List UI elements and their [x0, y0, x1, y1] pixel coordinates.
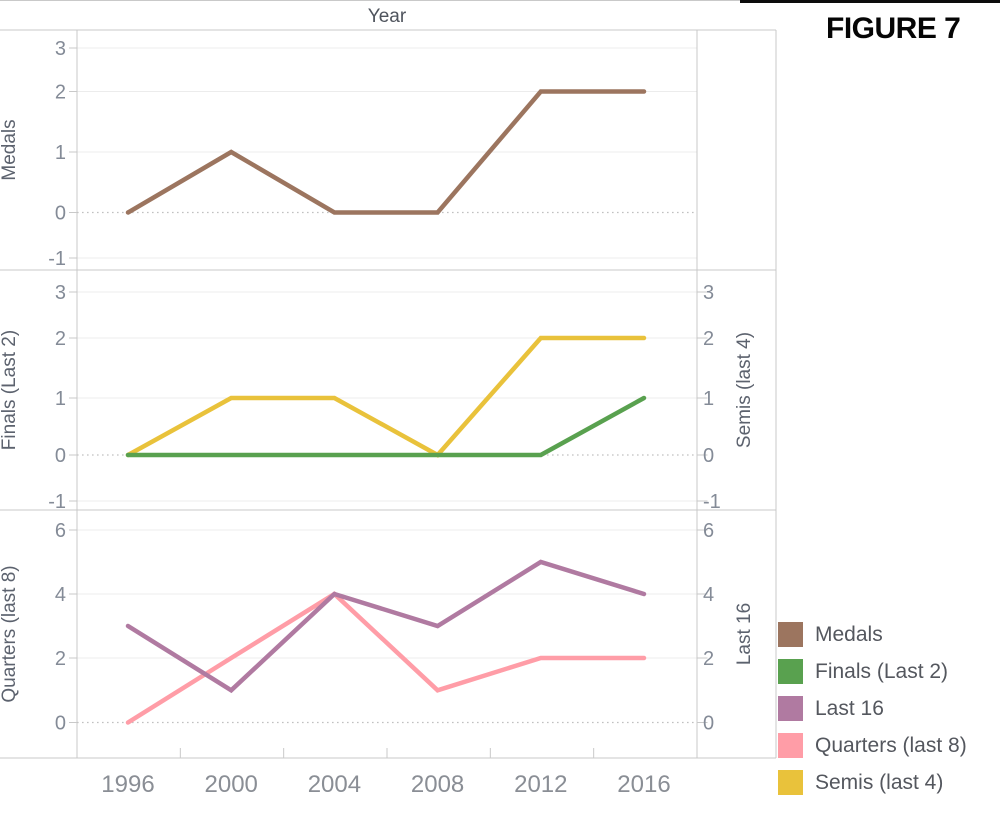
right-tick-label: 0: [703, 445, 714, 467]
left-tick-label: -1: [48, 248, 66, 270]
left-tick-label: 0: [55, 713, 66, 735]
right-tick-label: 6: [703, 520, 714, 542]
top-border-line: [0, 0, 745, 1]
panel-2: [69, 291, 708, 502]
figure-top-border: [740, 0, 1000, 3]
legend-item-last16: Last 16: [778, 690, 967, 727]
left-tick-label: 2: [55, 82, 66, 104]
legend-label: Quarters (last 8): [815, 733, 967, 757]
panel-1: [69, 47, 697, 259]
legend-swatch-finals: [778, 659, 803, 684]
left-axis-title: Quarters (last 8): [0, 565, 20, 702]
x-axis-title: Year: [367, 6, 407, 27]
year-tick-label: 2004: [308, 771, 361, 798]
legend-swatch-last16: [778, 696, 803, 721]
right-axis-title: Last 16: [734, 603, 755, 665]
legend-item-quarters: Quarters (last 8): [778, 727, 967, 764]
series-line-last16: [125, 559, 647, 694]
left-tick-label: -1: [48, 491, 66, 513]
right-tick-label: 1: [703, 388, 714, 410]
left-tick-label: 6: [55, 520, 66, 542]
left-tick-label: 2: [55, 648, 66, 670]
legend-swatch-medals: [778, 622, 803, 647]
left-axis-title: Medals: [0, 119, 20, 180]
year-tick-label: 2016: [617, 771, 670, 798]
left-tick-label: 3: [55, 38, 66, 60]
left-tick-label: 0: [55, 203, 66, 225]
figure-label: FIGURE 7: [826, 12, 961, 45]
panel-3: [69, 529, 708, 725]
year-tick-label: 1996: [101, 771, 154, 798]
legend-item-medals: Medals: [778, 616, 967, 653]
left-tick-label: 1: [55, 388, 66, 410]
right-tick-label: 3: [703, 282, 714, 304]
left-tick-label: 4: [55, 584, 66, 606]
legend-label: Last 16: [815, 696, 884, 720]
right-tick-label: 4: [703, 584, 714, 606]
right-tick-label: 2: [703, 648, 714, 670]
right-tick-label: -1: [703, 491, 721, 513]
year-tick-label: 2012: [514, 771, 567, 798]
legend-item-finals: Finals (Last 2): [778, 653, 967, 690]
left-tick-label: 0: [55, 445, 66, 467]
series-line-quarters: [125, 591, 647, 725]
right-tick-label: 2: [703, 328, 714, 350]
legend-swatch-quarters: [778, 733, 803, 758]
year-tick-label: 2000: [205, 771, 258, 798]
left-axis-title: Finals (Last 2): [0, 330, 20, 450]
right-tick-label: 0: [703, 713, 714, 735]
legend-label: Semis (last 4): [815, 770, 944, 794]
series-line-medals: [125, 89, 647, 215]
legend-label: Medals: [815, 622, 883, 646]
legend-swatch-semis: [778, 770, 803, 795]
left-tick-label: 3: [55, 282, 66, 304]
year-tick-label: 2008: [411, 771, 464, 798]
series-line-finals: [125, 395, 647, 458]
legend: Medals Finals (Last 2) Last 16 Quarters (la…: [778, 616, 967, 801]
right-axis-title: Semis (last 4): [734, 332, 755, 448]
series-line-semis: [125, 335, 647, 458]
left-tick-label: 2: [55, 328, 66, 350]
legend-label: Finals (Last 2): [815, 659, 949, 683]
left-tick-label: 1: [55, 142, 66, 164]
legend-item-semis: Semis (last 4): [778, 764, 967, 801]
